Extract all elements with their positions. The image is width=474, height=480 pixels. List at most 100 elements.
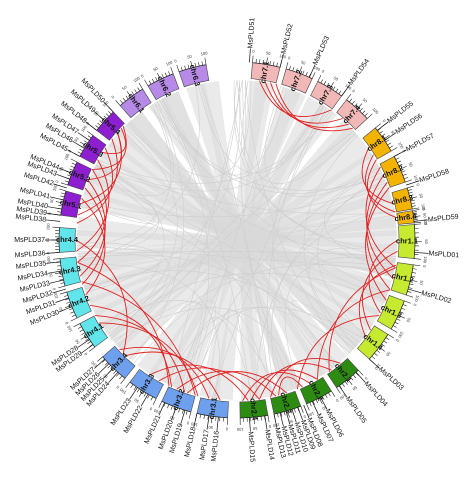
tick-mark [98,123,101,126]
gene-label: MsPLD37 [14,237,45,244]
tick-mark [388,143,391,145]
tick-mark [72,163,76,165]
gene-connector [46,220,60,221]
tick-label: 50 [424,239,429,244]
tick-label: 0 [64,320,70,325]
tick-label: 100 [165,59,174,66]
tick-mark [153,399,156,405]
tick-label: 50 [384,351,391,358]
tick-mark [409,288,413,289]
gene-label: MsPLD52 [280,23,294,55]
tick-label: 50 [408,161,415,168]
tick-mark [71,159,77,162]
gene-connector [159,403,165,416]
gene-connector [377,122,388,131]
tick-mark [412,272,416,273]
tick-label: 100 [371,107,380,116]
gene-connector [99,364,109,374]
tick-mark [395,322,399,324]
tick-mark [347,94,351,100]
tick-label: 50 [333,75,340,82]
chromosome-label: chr4.4 [56,235,79,244]
gene-connector [309,65,315,78]
tick-mark [57,266,61,267]
tick-label: 100 [46,255,52,263]
tick-mark [336,89,338,92]
tick-mark [407,291,411,292]
tick-mark [312,72,315,78]
tick-mark [205,58,206,65]
gene-label: MsPLD51 [247,17,256,48]
tick-mark [185,66,186,70]
tick-label: 0 [148,406,153,412]
gene-label: MsPLD05 [344,395,367,424]
tick-mark [404,177,408,178]
tick-label: 100 [397,141,405,150]
tick-mark [413,265,420,266]
tick-label: 100 [66,324,74,333]
tick-mark [87,341,90,343]
gene-label: MsPLD35 [16,260,47,271]
tick-mark [108,111,111,114]
tick-mark [337,388,341,394]
tick-mark [318,75,321,81]
tick-label: 50 [121,84,128,91]
tick-mark [186,411,187,415]
tick-mark [307,404,310,410]
gene-label: MsPLD14 [263,429,275,461]
gene-label: MsPLD57 [405,133,436,154]
tick-mark [57,212,61,213]
tick-label: 50 [418,193,424,199]
tick-mark [408,189,412,190]
tick-label: 100 [236,427,244,432]
tick-mark [72,315,76,317]
tick-mark [277,413,278,417]
tick-mark [167,404,169,408]
tick-mark [116,100,121,105]
tick-mark [386,338,389,340]
tick-mark [412,208,419,209]
gene-label: MsPLD15 [247,431,256,462]
tick-mark [61,183,68,185]
tick-mark [389,146,392,148]
gene-label: MsPLD01 [428,250,459,259]
tick-mark [358,370,363,375]
tick-label: 100 [63,152,71,161]
gene-label: MsPLD36 [15,250,46,259]
tick-mark [367,114,372,119]
gene-connector [109,372,118,382]
tick-mark [70,312,74,314]
tick-label: 0 [115,384,120,390]
gene-label: MsPLD17 [199,429,211,461]
tick-mark [391,148,397,152]
gene-connector [394,150,406,157]
tick-mark [149,81,151,85]
gene-connector [78,133,90,141]
tick-mark [74,324,80,327]
tick-mark [96,125,99,128]
tick-mark [321,79,323,83]
tick-mark [165,73,167,77]
tick-mark [331,391,335,397]
tick-mark [64,295,68,296]
tick-mark [412,206,416,207]
tick-mark [289,66,290,70]
chromosome-label: chr1.1 [396,236,418,245]
tick-mark [268,415,269,422]
tick-mark [60,283,64,284]
tick-mark [61,193,65,194]
tick-mark [277,63,278,67]
tick-label: 100 [414,295,421,304]
tick-mark [406,295,413,297]
tick-mark [414,222,421,223]
gene-label: MsPLD59 [428,214,459,224]
tick-mark [159,401,162,407]
tick-label: 0 [287,55,291,61]
tick-mark [374,353,377,356]
tick-mark [181,67,182,71]
gene-connector [415,252,429,253]
tick-mark [60,292,67,294]
tick-mark [138,88,140,91]
gene-label: MsPLD16 [211,431,221,462]
